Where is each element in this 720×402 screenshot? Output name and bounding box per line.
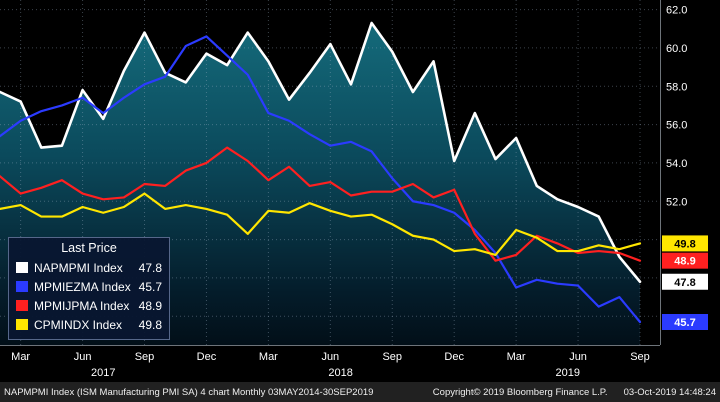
price-label-value: 48.9 [674, 256, 695, 268]
year-label: 2018 [328, 367, 352, 379]
y-tick-label: 52.0 [666, 196, 687, 208]
x-tick-label: Sep [382, 351, 402, 363]
y-tick-label: 60.0 [666, 43, 687, 55]
x-tick-label: Mar [259, 351, 278, 363]
x-tick-label: Sep [135, 351, 155, 363]
status-bar: NAPMPMI Index (ISM Manufacturing PMI SA)… [0, 382, 720, 402]
legend-color-swatch [16, 300, 28, 311]
year-label: 2017 [91, 367, 115, 379]
y-tick-label: 54.0 [666, 158, 687, 170]
series-line-cpmindx [0, 192, 642, 257]
legend-color-swatch [16, 281, 28, 292]
legend-color-swatch [16, 319, 28, 330]
price-label-box [662, 314, 708, 330]
legend-series-label: NAPMPMI Index [34, 260, 123, 275]
legend-series-value: 48.9 [138, 298, 162, 313]
legend-color-swatch [16, 262, 28, 273]
y-tick-label: 58.0 [666, 81, 687, 93]
x-tick-label: Dec [197, 351, 217, 363]
x-tick-label: Dec [444, 351, 464, 363]
legend-title: Last Price [61, 241, 117, 255]
legend-row: NAPMPMI Index 47.8 [16, 258, 162, 277]
y-tick-label: 62.0 [666, 5, 687, 17]
series-line-mpmiezma [0, 35, 642, 324]
x-tick-label: Mar [11, 351, 30, 363]
footer-timestamp: 03-Oct-2019 14:48:24 [623, 386, 716, 398]
legend-row: MPMIJPMA Index 48.9 [16, 296, 162, 315]
legend-series-value: 47.8 [138, 260, 162, 275]
legend-row: MPMIEZMA Index 45.7 [16, 277, 162, 296]
price-label-box [662, 252, 708, 269]
price-label-box [662, 273, 708, 290]
x-tick-label: Sep [630, 351, 650, 363]
legend-series-label: MPMIEZMA Index [34, 279, 131, 294]
legend-series-label: MPMIJPMA Index [34, 298, 130, 313]
legend-series-value: 45.7 [138, 279, 162, 294]
legend-rows: NAPMPMI Index 47.8 MPMIEZMA Index 45.7 MPMIJ… [16, 258, 162, 334]
price-label-value: 47.8 [674, 277, 695, 289]
x-tick-label: Jun [569, 351, 587, 363]
x-tick-label: Jun [74, 351, 92, 363]
legend-box[interactable]: Last Price NAPMPMI Index 47.8 MPMIEZMA Ind… [8, 237, 170, 340]
price-label-box [662, 235, 708, 252]
x-tick-label: Mar [507, 351, 526, 363]
footer-description: NAPMPMI Index (ISM Manufacturing PMI SA)… [4, 386, 374, 398]
price-label-value: 45.7 [674, 317, 695, 329]
year-label: 2019 [555, 367, 579, 379]
series-line-mpmijpma [0, 146, 642, 262]
price-label-value: 49.8 [674, 238, 695, 250]
legend-series-label: CPMINDX Index [34, 317, 123, 332]
footer-copyright: Copyright© 2019 Bloomberg Finance L.P. [432, 386, 608, 398]
y-tick-label: 56.0 [666, 120, 687, 132]
legend-series-value: 49.8 [138, 317, 162, 332]
x-tick-label: Jun [321, 351, 339, 363]
legend-row: CPMINDX Index 49.8 [16, 315, 162, 334]
